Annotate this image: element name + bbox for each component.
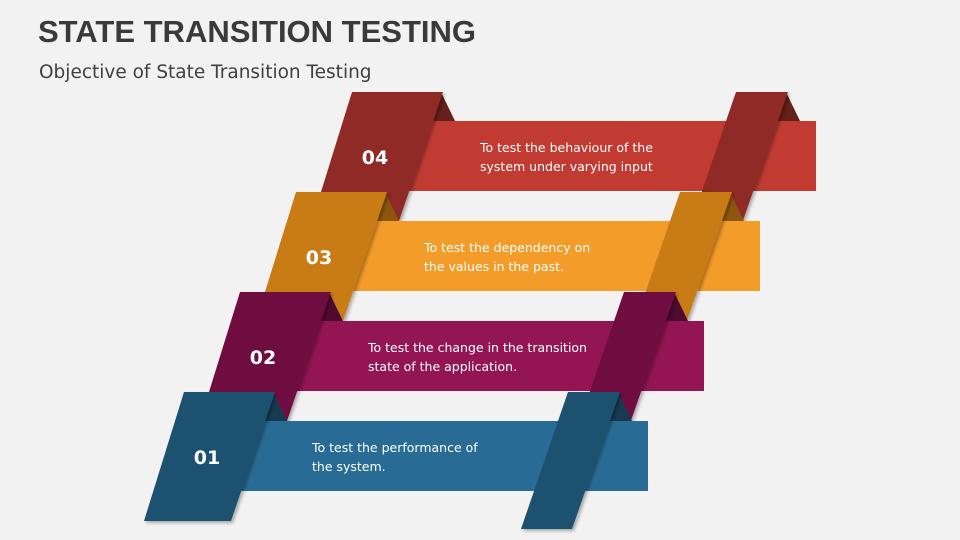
step-number: 02 — [250, 347, 276, 369]
left-fold — [430, 92, 455, 121]
step-description-line: state of the application. — [368, 359, 517, 374]
step-04: 04 To test the behaviour of the system und… — [312, 92, 816, 229]
step-description-line: To test the behaviour of the — [479, 140, 653, 155]
number-tab — [200, 292, 331, 421]
step-description-line: the system. — [312, 459, 386, 474]
step-number: 03 — [306, 247, 332, 269]
step-description-line: system under varying input — [480, 159, 653, 174]
step-number: 04 — [362, 147, 388, 169]
slide-title: STATE TRANSITION TESTING — [38, 14, 477, 49]
right-ribbon-strip — [521, 392, 620, 529]
right-fold — [663, 292, 688, 321]
step-description-line: To test the dependency on — [423, 240, 590, 255]
step-description-line: To test the performance of — [311, 440, 478, 455]
step-description-line: To test the change in the transition — [367, 340, 587, 355]
left-fold — [374, 192, 399, 221]
number-tab — [256, 192, 387, 321]
step-number: 01 — [194, 447, 220, 469]
number-tab — [144, 392, 275, 521]
left-fold — [318, 292, 343, 321]
right-fold — [607, 392, 632, 421]
right-fold — [775, 92, 800, 121]
slide-subtitle: Objective of State Transition Testing — [39, 62, 372, 83]
step-01: 01 To test the performance of the system. — [144, 392, 648, 529]
left-fold — [262, 392, 287, 421]
number-tab — [312, 92, 443, 221]
right-fold — [719, 192, 744, 221]
step-description-line: the values in the past. — [424, 259, 564, 274]
